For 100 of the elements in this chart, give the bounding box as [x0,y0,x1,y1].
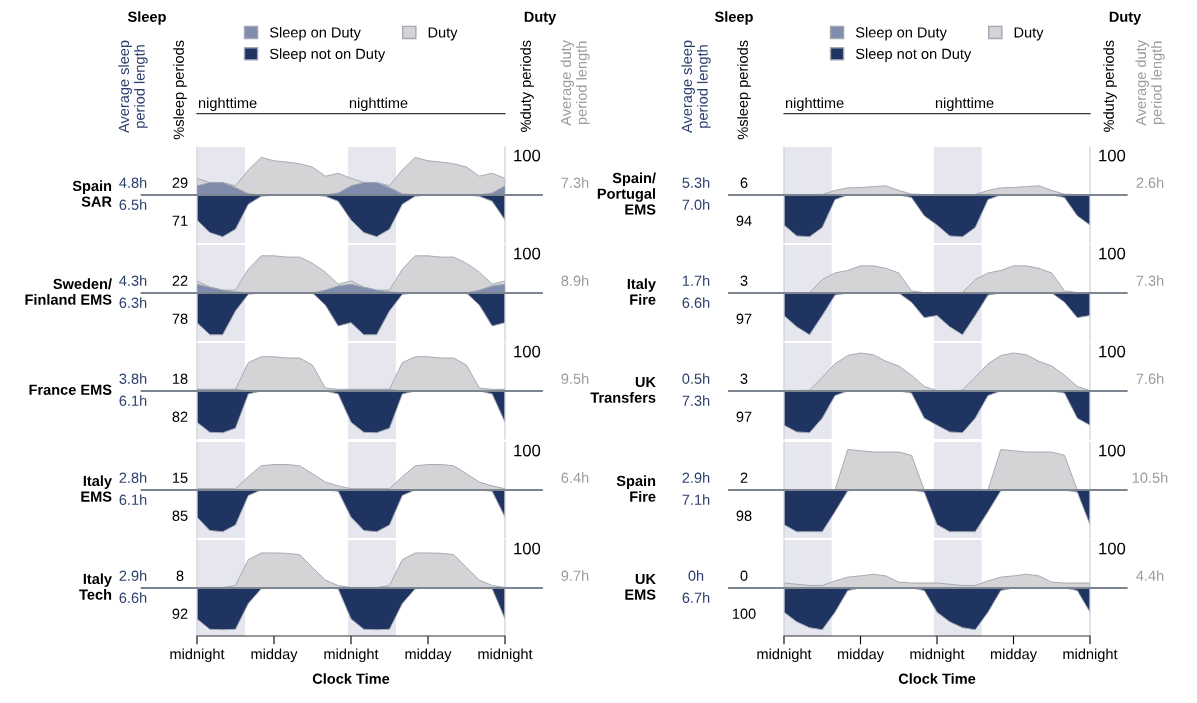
text: 7.0h [682,199,710,210]
text: 100 [1099,149,1126,162]
text: 100 [1099,247,1126,260]
text: UK Transfers [590,376,656,403]
x-axis-title: Clock Time [898,673,976,684]
text: nighttime [935,97,994,111]
text: 100 [1099,542,1126,555]
text: 6.6h [119,592,147,603]
text: Italy Fire [627,278,656,305]
text: 7.3h [1136,275,1164,286]
text: 5.3h [682,177,710,188]
text: nighttime [785,97,844,111]
text: 2.9h [682,472,710,483]
text: 100 [514,345,541,358]
text: 7.3h [561,177,589,188]
text: 6.5h [119,199,147,210]
text: 7.6h [1136,373,1164,384]
x-axis-title: Clock Time [312,673,390,684]
text: 4.3h [119,275,147,286]
text: nighttime [198,97,257,111]
text: 85 [172,510,188,521]
text: Average sleep period length [681,40,711,133]
text: %sleep periods [173,40,187,140]
text: Average sleep period length [118,40,148,133]
text: 78 [172,313,188,324]
text: Average duty period length [1135,40,1165,126]
text: Sleep [714,11,753,25]
text: 6.4h [561,472,589,483]
text: Italy Tech [79,573,112,600]
text: 6.3h [119,297,147,308]
text: UK EMS [625,573,656,600]
text: 15 [173,472,188,483]
legend-label: Duty [1014,27,1044,41]
text: 100 [514,149,541,162]
text: %duty periods [1103,40,1117,132]
text: 2 [740,472,748,483]
text: 1.7h [682,275,710,286]
text: 71 [172,215,188,226]
text: Average duty period length [560,40,590,126]
text: 4.8h [119,177,147,188]
text: 9.5h [561,373,589,384]
x-tick-label: midnight [1063,648,1118,663]
text: 100 [1099,345,1126,358]
text: 3 [740,275,748,286]
text: 6 [740,177,748,188]
text: 7.3h [682,395,710,406]
text: %duty periods [520,40,534,132]
text: 2.8h [119,472,147,483]
text: 100 [514,542,541,555]
text: 98 [736,510,752,521]
text: Italy EMS [81,475,112,502]
text: 4.4h [1136,570,1164,581]
x-tick-label: midday [251,648,298,663]
text: 100 [514,444,541,457]
text: Sweden/ Finland EMS [25,278,112,305]
text: 3 [740,373,748,384]
text: 94 [736,215,752,226]
text: 97 [736,411,752,422]
text: 2.6h [1136,177,1164,188]
text: France EMS [29,384,112,395]
text: 6.6h [682,297,710,308]
legend-label: Sleep not on Duty [855,48,972,62]
text: 7.1h [682,494,710,505]
text: 2.9h [119,570,147,581]
x-tick-label: midnight [478,648,533,663]
text: 100 [514,247,541,260]
legend-label: Sleep on Duty [855,26,947,41]
x-tick-label: midnight [757,648,812,663]
x-tick-label: midnight [910,648,965,663]
text: Spain Fire [616,475,656,502]
x-tick-label: midday [837,648,884,663]
text: 29 [172,177,188,188]
text: 8 [176,570,184,581]
text: nighttime [349,97,408,111]
x-tick-label: midnight [324,648,379,663]
legend-label: Duty [428,27,458,41]
text: 100 [1099,444,1126,457]
text: 6.1h [119,494,147,505]
x-tick-label: midday [405,648,452,663]
x-tick-label: midday [990,648,1037,663]
text: 0 [740,570,748,581]
legend-label: Sleep not on Duty [269,48,386,62]
text: 3.8h [119,373,147,384]
text: 10.5h [1132,472,1168,483]
x-tick-label: midnight [170,648,225,663]
text: Spain/ Portugal EMS [597,172,656,215]
text: 6.1h [119,395,147,406]
text: Duty [524,11,557,25]
text: 8.9h [561,275,589,286]
text: 100 [732,608,756,619]
text: %sleep periods [737,40,751,140]
text: 22 [172,275,188,286]
text: 0.5h [682,373,710,384]
text: Sleep [127,11,166,25]
text: 6.7h [682,592,710,603]
text: Spain SAR [72,180,112,207]
text: 92 [172,608,188,619]
legend-label: Sleep on Duty [269,26,361,41]
text: 97 [736,313,752,324]
text: Duty [1109,11,1142,25]
